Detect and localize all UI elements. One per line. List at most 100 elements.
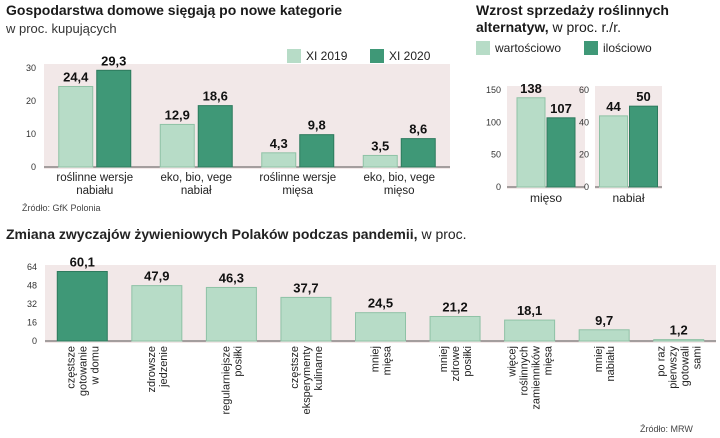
x-tick-label: posiłki xyxy=(232,346,244,377)
bar xyxy=(599,115,628,188)
bar xyxy=(131,285,183,342)
bar-value-label: 18,6 xyxy=(203,89,228,104)
chart2-title-line1: Wzrost sprzedaży roślinnych xyxy=(476,2,669,18)
x-tick-label: nabiał xyxy=(181,185,212,197)
x-tick-label: jedzenie xyxy=(158,346,170,388)
chart2-legend-volume: ilościowo xyxy=(584,41,652,55)
y-tick-label: 16 xyxy=(27,318,37,328)
chart3-title: Zmiana zwyczajów żywieniowych Polaków po… xyxy=(6,226,467,242)
chart1-title: Gospodarstwa domowe sięgają po nowe kate… xyxy=(6,2,343,18)
y-tick-label: 0 xyxy=(31,162,36,172)
y-tick-label: 48 xyxy=(27,281,37,291)
x-tick-label: eko, bio, vege xyxy=(160,172,232,184)
y-tick-label: 32 xyxy=(27,299,37,309)
bar xyxy=(429,315,481,342)
x-tick-label: nabiału xyxy=(605,346,617,381)
bar-value-label: 47,9 xyxy=(144,269,169,284)
chart1-legend-2019: XI 2019 xyxy=(287,49,347,63)
x-tick-label: mięsa xyxy=(282,185,313,197)
legend-swatch-light xyxy=(476,41,490,55)
bar xyxy=(516,97,546,188)
x-tick-label: mniej xyxy=(438,346,450,372)
x-tick-label: roślinnych xyxy=(519,346,531,396)
chart2-title-unit: w proc. r./r. xyxy=(548,19,621,35)
x-tick-label: więcej xyxy=(507,346,519,378)
x-tick-label: pierwszy xyxy=(668,346,680,389)
x-tick-label: po raz xyxy=(656,346,668,377)
legend-label: XI 2020 xyxy=(389,49,431,63)
chart2-title-bold: alternatyw, xyxy=(476,19,549,35)
bar xyxy=(159,123,195,168)
bar xyxy=(205,286,257,342)
y-tick-label: 0 xyxy=(496,182,501,192)
x-tick-label: mięso xyxy=(530,191,562,205)
bar-value-label: 60,1 xyxy=(70,255,95,270)
chart1-source: Źródło: GfK Polonia xyxy=(22,203,101,213)
y-tick-label: 0 xyxy=(32,336,37,346)
chart2-legend-value: wartościowo xyxy=(476,41,561,55)
x-tick-label: w domu xyxy=(89,346,101,386)
chart3-title-bold: Zmiana zwyczajów żywieniowych Polaków po… xyxy=(6,226,418,242)
bar xyxy=(56,271,108,342)
bar xyxy=(362,154,398,168)
bar-value-label: 9,7 xyxy=(595,313,613,328)
x-tick-label: mięsa xyxy=(382,345,394,375)
x-tick-label: sami xyxy=(692,346,704,369)
bar-value-label: 3,5 xyxy=(371,138,389,153)
legend-swatch-light xyxy=(287,49,301,63)
bar-value-label: 4,3 xyxy=(270,136,288,151)
bar xyxy=(653,339,705,342)
chart3-source: Źródło: MRW xyxy=(640,424,693,434)
bar-value-label: 44 xyxy=(606,99,621,114)
bar xyxy=(299,134,335,168)
bar xyxy=(629,105,658,188)
x-tick-label: częstsze xyxy=(289,346,301,389)
bar-value-label: 9,8 xyxy=(308,118,326,133)
bar-value-label: 46,3 xyxy=(219,270,244,285)
y-tick-label: 64 xyxy=(27,262,37,272)
bar-value-label: 50 xyxy=(636,89,650,104)
chart2-title: Wzrost sprzedaży roślinnych alternatyw, … xyxy=(476,2,669,36)
chart3-title-unit: w proc. xyxy=(417,226,467,242)
bar xyxy=(400,138,436,168)
x-tick-label: gotowanie xyxy=(77,346,89,396)
x-tick-label: nabiału xyxy=(76,185,113,197)
bar-value-label: 29,3 xyxy=(101,53,126,68)
y-tick-label: 60 xyxy=(579,85,589,95)
bar xyxy=(578,329,630,342)
bar xyxy=(96,69,132,168)
x-tick-label: zdrowe xyxy=(450,346,462,381)
y-tick-label: 0 xyxy=(584,182,589,192)
legend-label: XI 2019 xyxy=(306,49,348,63)
legend-swatch-dark xyxy=(584,41,598,55)
y-tick-label: 100 xyxy=(486,117,501,127)
bar-value-label: 12,9 xyxy=(165,107,190,122)
x-tick-label: kulinarne xyxy=(313,346,325,391)
chart1-legend-2020: XI 2020 xyxy=(370,49,430,63)
legend-label: wartościowo xyxy=(495,41,562,55)
bar-value-label: 8,6 xyxy=(409,122,427,137)
bar-value-label: 138 xyxy=(520,81,542,96)
y-tick-label: 40 xyxy=(579,117,589,127)
x-tick-label: regularniejsze xyxy=(220,346,232,414)
x-tick-label: eko, bio, vege xyxy=(363,172,435,184)
y-tick-label: 20 xyxy=(579,150,589,160)
chart1-subtitle: w proc. kupujących xyxy=(6,21,117,36)
x-tick-label: zamienników xyxy=(531,346,543,410)
y-tick-label: 50 xyxy=(491,150,501,160)
bar xyxy=(355,312,406,342)
legend-label: ilościowo xyxy=(603,41,652,55)
bar-value-label: 24,4 xyxy=(63,69,89,84)
y-tick-label: 150 xyxy=(486,85,501,95)
bar-value-label: 1,2 xyxy=(670,323,688,338)
x-tick-label: mniej xyxy=(593,346,605,372)
x-tick-label: nabiał xyxy=(612,191,644,205)
bar xyxy=(261,152,297,168)
x-tick-label: mięsa xyxy=(543,345,555,375)
chart2-plot: 0 50 100 150 138 107 mięso 0 20 40 60 44 50 nabiał xyxy=(486,81,662,205)
y-tick-label: 20 xyxy=(26,96,36,106)
x-tick-label: częstsze xyxy=(65,346,77,389)
bar-value-label: 18,1 xyxy=(517,303,542,318)
x-tick-label: mięso xyxy=(384,185,415,197)
